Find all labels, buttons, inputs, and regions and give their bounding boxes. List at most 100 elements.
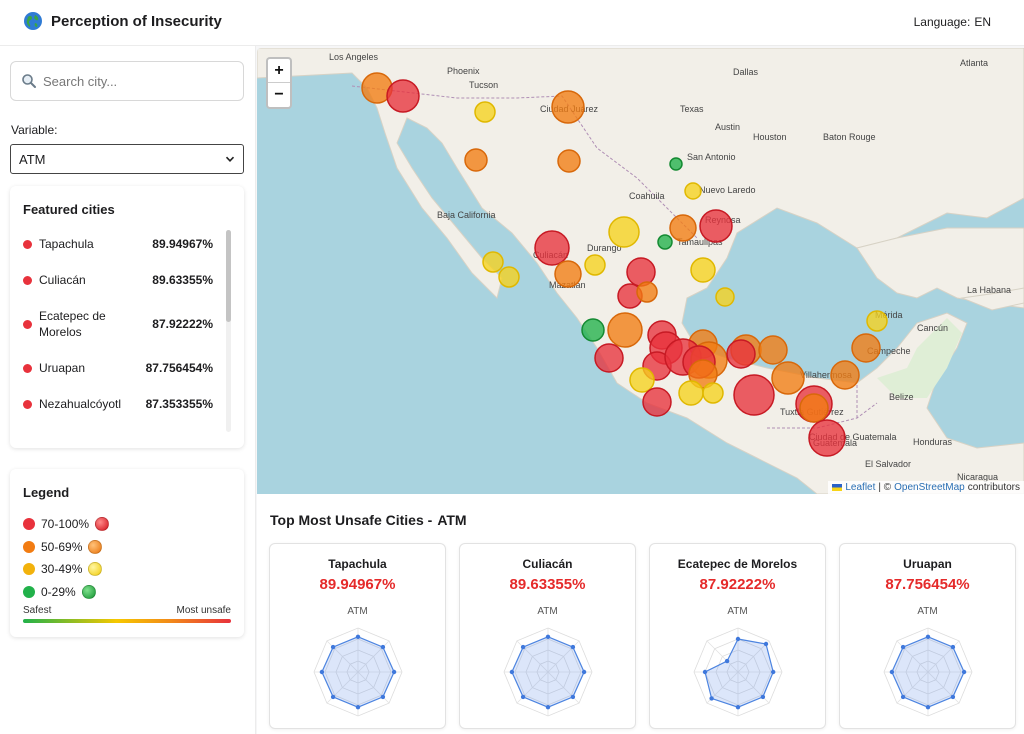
- map-marker-yellow[interactable]: [866, 310, 888, 332]
- radar-point: [900, 694, 906, 700]
- city-card[interactable]: Culiacán 89.63355% ATM: [459, 543, 636, 729]
- attribution-separator: | ©: [878, 482, 892, 493]
- section-title-text: Top Most Unsafe Cities -: [270, 512, 433, 528]
- city-card-name: Tapachula: [328, 557, 387, 571]
- scrollbar-thumb[interactable]: [226, 230, 231, 322]
- legend-label: 0-29%: [41, 584, 76, 599]
- gradient-high-label: Most unsafe: [176, 605, 231, 616]
- osm-link[interactable]: OpenStreetMap: [894, 482, 965, 493]
- map-markers[interactable]: [361, 72, 888, 457]
- map-marker-green[interactable]: [581, 318, 605, 342]
- map-marker-orange[interactable]: [464, 148, 488, 172]
- list-item[interactable]: Nezahualcóyotl 87.353355%: [23, 386, 213, 422]
- sidebar: Variable: ATM Featured cities Tapachula …: [0, 46, 256, 734]
- map-marker-orange[interactable]: [688, 359, 718, 389]
- map-marker-yellow[interactable]: [474, 101, 496, 123]
- map-marker-red[interactable]: [726, 339, 756, 369]
- radar-point: [961, 669, 967, 675]
- radar-point: [709, 696, 714, 701]
- map-marker-red[interactable]: [386, 79, 420, 113]
- featured-list[interactable]: Tapachula 89.94967% Culiacán 89.63355% E…: [23, 226, 213, 436]
- map-label: San Antonio: [687, 152, 736, 162]
- map-marker-orange[interactable]: [758, 335, 788, 365]
- leaflet-link[interactable]: Leaflet: [845, 482, 876, 493]
- top-bar: Perception of Insecurity Language: EN: [0, 0, 1024, 46]
- list-item[interactable]: Tapachula 89.94967%: [23, 226, 213, 262]
- radar-point: [760, 694, 766, 700]
- radar-point: [355, 705, 361, 710]
- variable-select[interactable]: ATM: [10, 144, 244, 174]
- city-name: Ecatepec de Morelos: [39, 309, 106, 339]
- map-label: Houston: [753, 132, 787, 142]
- map-label: Nuevo Laredo: [699, 185, 756, 195]
- map-marker-green[interactable]: [657, 234, 673, 250]
- map-marker-yellow[interactable]: [684, 182, 702, 200]
- map-marker-orange[interactable]: [799, 393, 829, 423]
- search-box[interactable]: [10, 61, 244, 101]
- map-marker-orange[interactable]: [551, 90, 585, 124]
- legend-row: 50-69%: [23, 536, 109, 559]
- city-card[interactable]: Ecatepec de Morelos 87.92222% ATM: [649, 543, 826, 729]
- map-marker-red[interactable]: [808, 419, 846, 457]
- map[interactable]: Los Angeles Phoenix Tucson Dallas Atlanta Ciu…: [257, 48, 1024, 494]
- list-item[interactable]: Ecatepec de Morelos 87.92222%: [23, 298, 213, 350]
- legend-dot: [23, 563, 35, 576]
- scrollbar[interactable]: [226, 230, 231, 432]
- map-label: Austin: [715, 122, 740, 132]
- map-marker-red[interactable]: [626, 257, 656, 287]
- radar-point: [724, 658, 730, 664]
- list-item[interactable]: Culiacán 89.63355%: [23, 262, 213, 298]
- map-marker-red[interactable]: [534, 230, 570, 266]
- map-marker-yellow[interactable]: [608, 216, 640, 248]
- radar-label: ATM: [537, 606, 558, 617]
- map-marker-yellow[interactable]: [498, 266, 520, 288]
- legend-card: Legend 70-100% 50-69% 30-49% 0-29%: [10, 469, 244, 637]
- radar-point: [950, 694, 956, 700]
- legend-row: 70-100%: [23, 513, 110, 536]
- attribution-contributors: contributors: [967, 482, 1020, 493]
- zoom-control[interactable]: + −: [266, 57, 292, 109]
- globe-icon: [24, 12, 42, 30]
- map-label: Baja California: [437, 210, 496, 220]
- map-marker-orange[interactable]: [851, 333, 881, 363]
- map-marker-yellow[interactable]: [702, 382, 724, 404]
- map-marker-yellow[interactable]: [690, 257, 716, 283]
- city-card[interactable]: Uruapan 87.756454% ATM: [839, 543, 1016, 729]
- map-marker-orange[interactable]: [636, 281, 658, 303]
- radar-chart: [883, 627, 973, 717]
- map-marker-orange[interactable]: [607, 312, 643, 348]
- zoom-in-button[interactable]: +: [268, 59, 290, 83]
- map-marker-red[interactable]: [699, 209, 733, 243]
- language-value[interactable]: EN: [974, 15, 991, 29]
- city-card[interactable]: Tapachula 89.94967% ATM: [269, 543, 446, 729]
- map-marker-orange[interactable]: [771, 361, 805, 395]
- map-label: Cancún: [917, 323, 948, 333]
- list-item[interactable]: Uruapan 87.756454%: [23, 350, 213, 386]
- map-marker-orange[interactable]: [830, 360, 860, 390]
- map-label: Nicaragua: [957, 472, 998, 482]
- map-marker-orange[interactable]: [669, 214, 697, 242]
- map-marker-yellow[interactable]: [629, 367, 655, 393]
- map-marker-yellow[interactable]: [715, 287, 735, 307]
- map-marker-orange[interactable]: [554, 260, 582, 288]
- radar-point: [330, 694, 336, 700]
- map-canvas[interactable]: Los Angeles Phoenix Tucson Dallas Atlanta Ciu…: [257, 48, 1024, 494]
- map-marker-yellow[interactable]: [584, 254, 606, 276]
- map-marker-red[interactable]: [733, 374, 775, 416]
- search-input[interactable]: [43, 73, 233, 89]
- map-marker-red[interactable]: [594, 343, 624, 373]
- city-cards: Tapachula 89.94967% ATM Culiacán 89.6335…: [269, 543, 1016, 729]
- map-marker-yellow[interactable]: [482, 251, 504, 273]
- radar-point: [570, 644, 576, 650]
- map-marker-yellow[interactable]: [678, 380, 704, 406]
- radar-point: [520, 694, 526, 700]
- legend-label: 30-49%: [41, 562, 83, 577]
- language-selector[interactable]: Language: EN: [914, 15, 991, 29]
- map-marker-red[interactable]: [642, 387, 672, 417]
- map-marker-orange[interactable]: [557, 149, 581, 173]
- zoom-out-button[interactable]: −: [274, 86, 284, 103]
- city-value: 89.94967%: [152, 237, 213, 251]
- map-marker-green[interactable]: [669, 157, 683, 171]
- radar-point: [545, 705, 551, 710]
- city-card-value: 89.63355%: [509, 576, 586, 593]
